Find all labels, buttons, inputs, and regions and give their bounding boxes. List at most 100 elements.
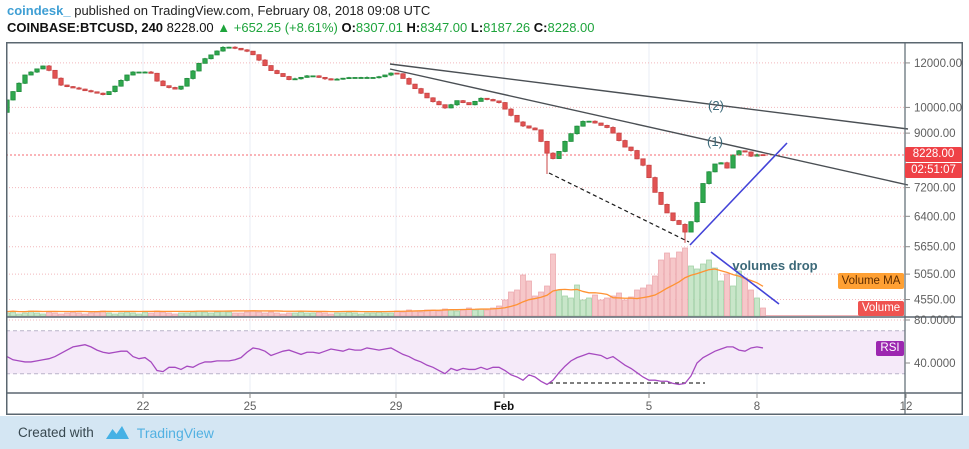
volume-bar xyxy=(184,312,190,317)
candle-body xyxy=(70,86,76,89)
volume-bar xyxy=(412,310,418,317)
candle-body xyxy=(712,163,718,173)
volume-bar xyxy=(688,265,694,317)
price-tick-label: 10000.00 xyxy=(914,102,962,114)
volume-bar xyxy=(226,311,232,317)
volume-bar xyxy=(682,247,688,317)
wedge-dashed-line xyxy=(548,172,690,243)
candle-body xyxy=(370,77,376,79)
candle-body xyxy=(34,68,40,73)
candle-body xyxy=(196,62,202,72)
candle-body xyxy=(604,124,610,128)
candle-body xyxy=(238,47,244,51)
volume-bar xyxy=(244,311,250,317)
candle-body xyxy=(382,74,388,78)
volume-bar xyxy=(148,312,154,317)
volume-bar xyxy=(712,267,718,317)
candle-body xyxy=(526,125,532,129)
candle-body xyxy=(184,78,190,87)
volume-bar xyxy=(370,312,376,317)
tradingview-logo-icon[interactable] xyxy=(105,425,130,440)
candle-body xyxy=(16,82,22,92)
volume-bar xyxy=(706,259,712,317)
candle-body xyxy=(454,100,460,106)
symbol-name[interactable]: COINBASE:BTCUSD, 240 xyxy=(7,20,164,35)
chart-frame-border xyxy=(6,42,963,415)
candle-body xyxy=(100,92,106,95)
candle-body xyxy=(88,90,94,93)
volume-bar xyxy=(358,313,364,317)
publisher-link[interactable]: coindesk_ xyxy=(7,3,71,18)
candle-body xyxy=(64,84,70,88)
candle-body xyxy=(616,132,622,141)
volume-bar xyxy=(280,313,286,317)
candle-body xyxy=(544,140,550,154)
volume-bar xyxy=(592,294,598,317)
trendline-2 xyxy=(389,63,909,130)
candle-body xyxy=(148,71,154,74)
volume-bar xyxy=(694,268,700,317)
candle-body xyxy=(292,78,298,81)
volume-bar xyxy=(178,312,184,317)
candle-body xyxy=(658,191,664,205)
volume-badge[interactable]: Volume xyxy=(858,301,904,316)
volume-bar xyxy=(40,313,46,317)
candle-body xyxy=(154,72,160,82)
volume-bar xyxy=(64,312,70,317)
volume-bar xyxy=(730,285,736,317)
volume-bar xyxy=(544,285,550,317)
candle-body xyxy=(160,80,166,87)
volume-bar xyxy=(646,284,652,317)
candle-body xyxy=(208,54,214,60)
chart-frame: (2) (1) volumes drop 12000.00 10000.00 9000.0… xyxy=(4,42,963,415)
volume-bar xyxy=(508,291,514,317)
price-tick-label: 5050.00 xyxy=(914,269,956,281)
volume-bar xyxy=(562,295,568,317)
volume-bar xyxy=(166,312,172,317)
candle-body xyxy=(82,88,88,92)
volume-bar xyxy=(466,307,472,317)
candle-body xyxy=(130,71,136,76)
tradingview-link[interactable]: TradingView xyxy=(136,424,214,441)
volume-bar xyxy=(382,312,388,317)
volume-ma-badge[interactable]: Volume MA xyxy=(838,273,904,289)
volume-bar xyxy=(94,311,100,317)
candle-body xyxy=(478,97,484,102)
volume-bar xyxy=(550,253,556,317)
price-tick-label: 12000.00 xyxy=(914,58,962,70)
candle-body xyxy=(412,83,418,90)
volume-bar xyxy=(628,296,634,317)
volume-bar xyxy=(106,312,112,317)
time-tick-label: 22 xyxy=(137,401,150,413)
volume-bar xyxy=(760,307,766,317)
rsi-badge[interactable]: RSI xyxy=(876,341,904,356)
time-tick-label: 8 xyxy=(754,401,760,413)
candle-body xyxy=(190,70,196,79)
candle-body xyxy=(730,154,736,169)
created-with-text: Created with xyxy=(18,425,94,440)
candle-body xyxy=(124,74,130,81)
volume-bar xyxy=(604,297,610,317)
candle-body xyxy=(700,183,706,203)
volume-bar xyxy=(316,311,322,317)
volume-bar xyxy=(10,311,16,317)
last-price-badge: 8228.00 xyxy=(905,147,962,162)
volume-bar xyxy=(448,309,454,317)
chart-header: coindesk_ published on TradingView.com, … xyxy=(7,3,595,35)
candle-body xyxy=(376,76,382,79)
volume-bar xyxy=(670,257,676,317)
price-change-text: ▲ +652.25 (+8.61%) xyxy=(217,20,338,35)
volume-bar xyxy=(298,311,304,317)
volume-bar xyxy=(268,311,274,317)
candle-body xyxy=(220,46,226,52)
candle-body xyxy=(232,46,238,49)
price-chart-canvas[interactable]: (2) (1) volumes drop 12000.00 10000.00 9000.0… xyxy=(4,42,963,415)
bar-countdown-badge: 02:51:07 xyxy=(905,163,962,178)
candle-body xyxy=(664,203,670,214)
candle-body xyxy=(22,74,28,84)
volume-bar xyxy=(334,312,340,317)
candle-body xyxy=(106,91,112,95)
volume-bar xyxy=(238,312,244,317)
volume-bar xyxy=(160,311,166,317)
volume-bar xyxy=(376,311,382,317)
